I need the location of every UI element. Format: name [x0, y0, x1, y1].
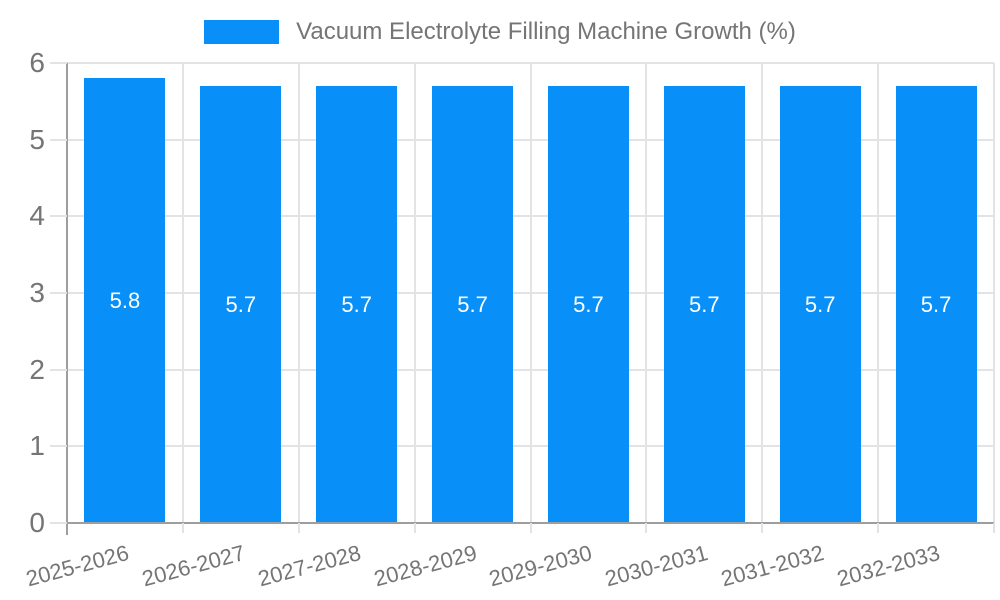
bar-value-label: 5.7 [920, 291, 952, 317]
legend-swatch [204, 20, 280, 44]
y-tick-label: 3 [29, 277, 45, 308]
y-tick-label: 0 [29, 507, 45, 538]
x-gridline [645, 63, 648, 523]
x-gridline [181, 63, 184, 523]
bar-value-label: 5.7 [225, 291, 257, 317]
x-tick-mark [181, 523, 184, 533]
bar[interactable]: 5.8 [84, 78, 166, 523]
bar[interactable]: 5.7 [547, 86, 629, 523]
y-tick-mark [50, 292, 67, 294]
x-gridline [529, 63, 532, 523]
x-tick-mark [993, 523, 995, 533]
bar[interactable]: 5.7 [432, 86, 514, 523]
x-gridline [297, 63, 300, 523]
y-tick-label: 5 [29, 123, 45, 155]
y-tick-label: 2 [29, 353, 45, 385]
y-tick-mark [50, 138, 67, 141]
bar-value-label: 5.7 [804, 291, 836, 317]
legend-label: Vacuum Electrolyte Filling Machine Growt… [296, 18, 796, 45]
x-tick-mark [529, 523, 532, 533]
x-tick-mark [877, 523, 880, 533]
x-gridline [993, 63, 995, 523]
y-tick-mark [50, 215, 67, 218]
bar[interactable]: 5.7 [779, 86, 861, 523]
bar[interactable]: 5.7 [663, 86, 745, 523]
plot-area: 5.8 5.7 5.7 5.7 5.7 5.7 5.7 5.7 [65, 62, 995, 535]
y-tick-label: 1 [29, 430, 45, 462]
x-gridline [877, 63, 880, 523]
x-tick-mark [297, 523, 300, 533]
bar-value-label: 5.8 [109, 287, 141, 313]
x-tick-mark [761, 523, 764, 533]
x-gridline [761, 63, 764, 523]
x-tick-mark [413, 523, 416, 533]
bar[interactable]: 5.7 [200, 86, 282, 523]
bar-value-label: 5.7 [689, 291, 720, 317]
y-tick-mark [50, 522, 67, 524]
y-tick-mark [50, 62, 67, 64]
y-tick-label: 6 [29, 47, 45, 78]
legend-item[interactable]: Vacuum Electrolyte Filling Machine Growt… [0, 16, 1000, 48]
y-tick-label: 4 [29, 200, 45, 232]
bar-value-label: 5.7 [457, 291, 488, 317]
bar[interactable]: 5.7 [316, 86, 398, 523]
bar-value-label: 5.7 [341, 291, 372, 317]
y-tick-mark [50, 445, 67, 448]
y-tick-mark [50, 368, 67, 371]
x-tick-mark [645, 523, 648, 533]
bar[interactable]: 5.7 [895, 86, 977, 523]
y-axis-line [66, 63, 68, 535]
x-gridline [413, 63, 416, 523]
bar-value-label: 5.7 [573, 291, 604, 317]
